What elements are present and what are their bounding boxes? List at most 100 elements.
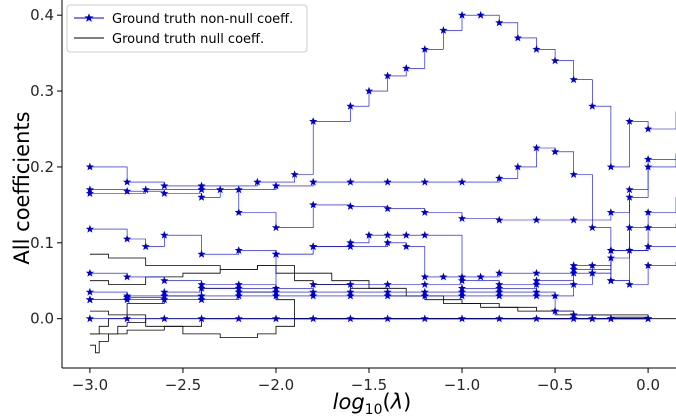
nonnull-coeff-marker-8-11	[495, 314, 504, 323]
nonnull-coeff-line-7	[89, 295, 649, 319]
nonnull-coeff-marker-1-2	[160, 181, 169, 190]
null-coeff-line-4	[89, 310, 649, 338]
nonnull-coeff-marker-1-6	[309, 177, 318, 186]
nonnull-coeff-marker-6-3	[197, 291, 206, 300]
nonnull-coeff-marker-8-3	[197, 314, 206, 323]
nonnull-coeff-marker-7-11	[495, 291, 504, 300]
nonnull-coeff-marker-0-5	[309, 117, 318, 125]
nonnull-coeff-marker-0-15	[513, 33, 522, 42]
nonnull-coeff-marker-1-7	[346, 177, 355, 186]
nonnull-coeff-marker-6-12	[532, 287, 541, 296]
nonnull-coeff-marker-4-14	[495, 268, 504, 277]
nonnull-coeff-line-4	[89, 242, 676, 285]
nonnull-coeff-marker-8-5	[271, 314, 281, 323]
nonnull-coeff-marker-0-19	[588, 101, 597, 110]
null-coeff-line-5	[89, 318, 649, 335]
nonnull-coeff-marker-3-9	[364, 230, 374, 239]
nonnull-coeff-marker-6-18	[644, 208, 653, 216]
nonnull-coeff-marker-3-5	[234, 246, 243, 254]
nonnull-coeff-marker-4-11	[439, 272, 448, 281]
nonnull-coeff-line-2	[89, 155, 676, 228]
nonnull-coeff-marker-5-17	[644, 261, 653, 269]
nonnull-coeff-marker-7-5	[271, 291, 281, 300]
nonnull-coeff-marker-1-19	[644, 155, 653, 163]
y-axis-title: All coefficients	[10, 111, 34, 264]
nonnull-coeff-marker-3-2	[141, 242, 150, 251]
nonnull-coeff-marker-2-8	[346, 202, 355, 210]
nonnull-coeff-marker-7-7	[346, 291, 355, 300]
nonnull-coeff-marker-6-15	[588, 268, 597, 277]
nonnull-coeff-marker-7-10	[457, 291, 467, 300]
nonnull-coeff-marker-2-13	[532, 215, 541, 224]
nonnull-coeff-marker-3-4	[197, 249, 206, 258]
nonnull-coeff-marker-8-13	[569, 314, 578, 323]
y-ticks: 0.0 0.1 0.2 0.3 0.4	[30, 6, 62, 328]
nonnull-coeff-marker-6-13	[551, 291, 560, 300]
nonnull-coeff-marker-2-10	[420, 208, 429, 216]
nonnull-coeff-marker-4-13	[476, 272, 485, 281]
nonnull-coeff-marker-1-13	[532, 143, 541, 152]
nonnull-coeff-marker-8-14	[588, 314, 597, 323]
nonnull-coeff-marker-8-1	[123, 314, 132, 323]
nonnull-coeff-line-3	[89, 223, 676, 285]
nonnull-coeff-marker-8-6	[309, 314, 318, 323]
x-ticks: −3.0 −2.5 −2.0 −1.5 −1.0 −0.5 0.0	[72, 368, 660, 394]
nonnull-coeff-line-5	[89, 261, 676, 297]
nonnull-coeff-marker-0-1	[141, 185, 150, 194]
null-coeff-line-0	[89, 253, 676, 320]
nonnull-coeff-marker-4-10	[420, 272, 429, 281]
nonnull-coeff-line-1	[89, 147, 676, 281]
nonnull-coeff-marker-4-17	[588, 261, 597, 269]
nonnull-coeff-marker-7-1	[123, 295, 132, 304]
nonnull-coeff-marker-0-22	[644, 124, 653, 133]
nonnull-coeff-marker-4-12	[457, 272, 467, 281]
nonnull-coeff-marker-4-9	[402, 242, 411, 251]
nonnull-coeff-marker-8-9	[420, 314, 429, 323]
nonnull-coeff-marker-4-5	[271, 249, 281, 258]
nonnull-coeff-marker-2-4	[216, 185, 225, 194]
nonnull-coeff-marker-5-4	[234, 284, 243, 292]
nonnull-coeff-marker-5-16	[625, 280, 634, 288]
nonnull-coeff-marker-2-5	[234, 208, 243, 216]
nonnull-coeff-marker-2-15	[606, 208, 615, 216]
nonnull-coeff-marker-1-12	[513, 162, 522, 171]
nonnull-coeff-marker-4-15	[532, 268, 541, 277]
nonnull-coeff-marker-1-1	[123, 177, 132, 186]
nonnull-coeff-marker-7-9	[420, 291, 429, 300]
nonnull-coeff-marker-4-7	[346, 242, 355, 251]
nonnull-coeff-marker-4-6	[309, 242, 318, 251]
x-tick-label-4: −1.0	[444, 376, 480, 394]
nonnull-coeff-marker-0-3	[253, 177, 262, 186]
nonnull-coeff-marker-7-3	[197, 295, 206, 304]
nonnull-coeff-marker-5-9	[420, 280, 429, 288]
nonnull-coeff-marker-4-3	[197, 280, 206, 288]
nonnull-coeff-marker-8-15	[606, 314, 615, 323]
nonnull-coeff-marker-7-8	[383, 291, 392, 300]
nonnull-coeff-marker-8-4	[234, 314, 243, 323]
nonnull-coeff-marker-0-7	[364, 86, 374, 95]
y-tick-label-1: 0.1	[30, 234, 54, 252]
nonnull-coeff-marker-3-11	[402, 230, 411, 239]
nonnull-coeff-marker-2-0	[85, 185, 94, 194]
nonnull-coeff-marker-5-12	[532, 280, 541, 288]
nonnull-coeff-marker-3-10	[383, 230, 392, 239]
legend-nonnull-label: Ground truth non-null coeff.	[112, 12, 293, 27]
y-tick-label-4: 0.4	[30, 6, 54, 24]
nonnull-coeff-marker-1-10	[457, 177, 467, 186]
nonnull-coeff-marker-4-20	[644, 242, 653, 251]
nonnull-coeff-marker-8-8	[383, 314, 392, 323]
nonnull-coeff-marker-2-2	[160, 189, 169, 197]
nonnull-coeff-marker-6-16	[606, 246, 615, 254]
nonnull-coeff-marker-0-20	[606, 162, 615, 171]
nonnull-coeff-marker-1-14	[551, 147, 560, 156]
x-tick-label-2: −2.0	[258, 376, 294, 394]
nonnull-coeff-marker-2-12	[495, 215, 504, 224]
nonnull-coeff-marker-1-11	[495, 174, 504, 182]
nonnull-coeff-marker-5-15	[606, 276, 615, 285]
nonnull-coeff-marker-0-16	[532, 45, 541, 53]
nonnull-coeff-marker-1-15	[569, 170, 578, 178]
nonnull-coeff-marker-1-3	[197, 185, 206, 194]
x-tick-label-3: −1.5	[351, 376, 387, 394]
legend-star-shape	[84, 13, 94, 22]
